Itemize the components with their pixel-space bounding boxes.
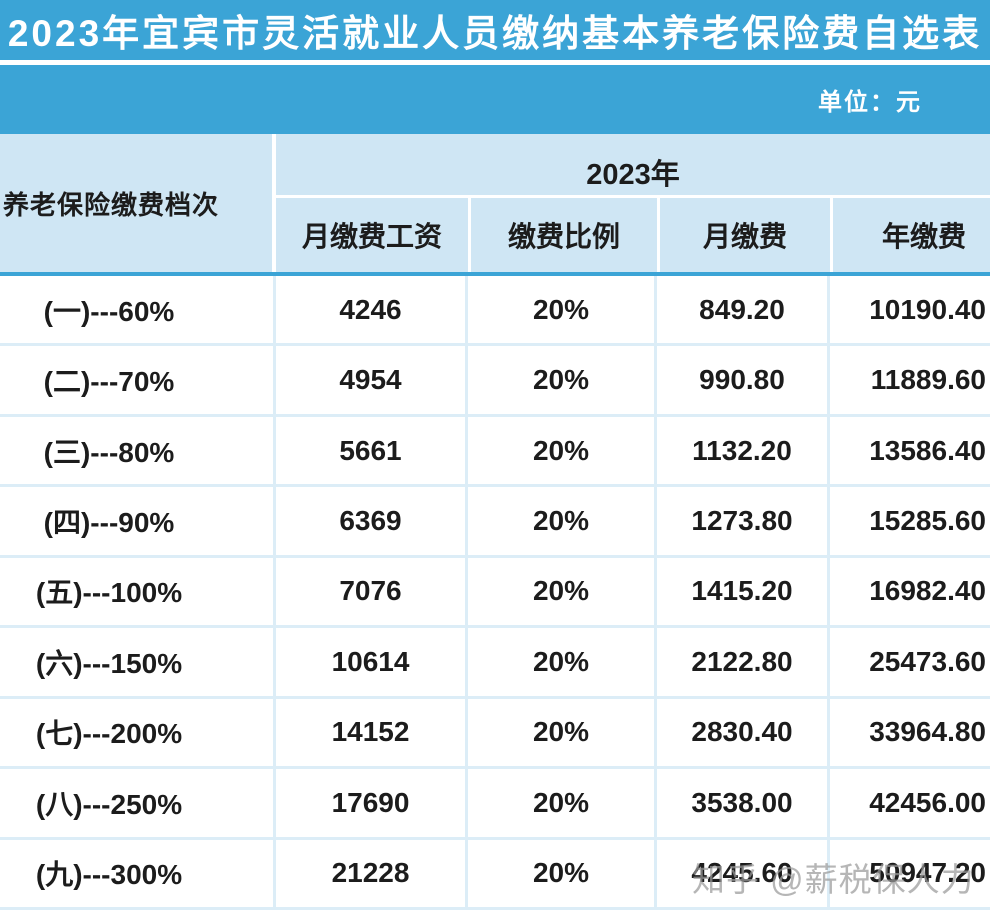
monthly-salary-cell: 4954: [276, 346, 468, 414]
monthly-payment-cell: 849.20: [657, 276, 830, 344]
tier-cell: (四)---90%: [0, 487, 276, 555]
monthly-payment-cell: 1273.80: [657, 487, 830, 555]
yearly-payment-cell: 13586.40: [869, 434, 986, 466]
column-header-monthly-salary: 月缴费工资: [301, 221, 442, 252]
monthly-salary-cell: 17690: [276, 769, 468, 837]
rate-cell: 20%: [468, 628, 657, 696]
tier-column-header: 养老保险缴费档次: [0, 134, 276, 272]
table-row: (四)---90% 6369 20% 1273.80 15285.60: [0, 487, 990, 558]
yearly-payment-cell: 16982.40: [869, 575, 986, 607]
rate-cell: 20%: [468, 416, 657, 485]
yearly-payment-cell: 25473.60: [869, 645, 986, 677]
table-row: (三)---80% 5661 20% 1132.20 13586.40: [0, 416, 990, 488]
monthly-salary-cell: 6369: [276, 487, 468, 555]
monthly-payment-cell: 2830.40: [657, 698, 830, 767]
rate-cell: 20%: [468, 557, 657, 626]
column-header-rate: 缴费比例: [468, 198, 657, 272]
yearly-payment-cell: 15285.60: [869, 505, 986, 537]
tier-cell: (二)---70%: [0, 346, 276, 414]
unit-band: 单位：元: [0, 65, 990, 134]
rate-cell: 20%: [468, 769, 657, 837]
year-header-group: 2023年 月缴费工资 缴费比例 月缴费 年缴费: [276, 134, 990, 272]
tier-cell: (一)---60%: [0, 276, 276, 344]
monthly-payment-cell: 1132.20: [657, 416, 830, 485]
tier-cell: (五)---100%: [0, 557, 276, 626]
yearly-payment-cell: 33964.80: [869, 716, 986, 748]
monthly-payment-cell: 990.80: [657, 346, 830, 414]
table-row: (五)---100% 7076 20% 1415.20 16982.40: [0, 557, 990, 629]
tier-cell: (九)---300%: [0, 839, 276, 907]
table-row: (七)---200% 14152 20% 2830.40 33964.80: [0, 698, 990, 770]
table-row: (八)---250% 17690 20% 3538.00 42456.00: [0, 769, 990, 840]
monthly-salary-cell: 4246: [276, 276, 468, 344]
tier-cell: (八)---250%: [0, 769, 276, 837]
table-body: (一)---60% 4246 20% 849.20 10190.40 (二)--…: [0, 276, 990, 910]
rate-cell: 20%: [468, 276, 657, 344]
monthly-salary-cell: 10614: [276, 628, 468, 696]
title-bar: 2023年宜宾市灵活就业人员缴纳基本养老保险费自选表: [0, 0, 990, 60]
column-header-monthly-payment: 月缴费: [657, 198, 830, 272]
table-row: (六)---150% 10614 20% 2122.80 25473.60: [0, 628, 990, 699]
sub-header-row: 月缴费工资 缴费比例 月缴费 年缴费: [276, 198, 990, 272]
table-row: (一)---60% 4246 20% 849.20 10190.40: [0, 276, 990, 347]
monthly-payment-cell: 2122.80: [657, 628, 830, 696]
yearly-payment-cell: 11889.60: [870, 364, 986, 396]
yearly-payment-cell: 42456.00: [869, 786, 986, 818]
column-header-yearly-payment: 年缴费: [830, 198, 990, 272]
monthly-salary-cell: 5661: [276, 416, 468, 485]
page-title: 2023年宜宾市灵活就业人员缴纳基本养老保险费自选表: [7, 13, 983, 54]
monthly-payment-cell: 3538.00: [657, 769, 830, 837]
tier-cell: (七)---200%: [0, 698, 276, 767]
unit-label: 单位：元: [818, 89, 922, 116]
title-divider: [0, 60, 990, 65]
rate-cell: 20%: [468, 698, 657, 767]
yearly-payment-cell: 50947.20: [869, 857, 986, 889]
rate-cell: 20%: [468, 839, 657, 907]
monthly-payment-cell: 4245.60: [657, 839, 830, 907]
rate-cell: 20%: [468, 346, 657, 414]
monthly-payment-cell: 1415.20: [657, 557, 830, 626]
table-header: 养老保险缴费档次 2023年 月缴费工资 缴费比例 月缴费 年缴费: [0, 134, 990, 276]
tier-cell: (三)---80%: [0, 416, 276, 485]
monthly-salary-cell: 14152: [276, 698, 468, 767]
rate-cell: 20%: [468, 487, 657, 555]
tier-cell: (六)---150%: [0, 628, 276, 696]
year-header: 2023年: [276, 134, 990, 198]
monthly-salary-cell: 7076: [276, 557, 468, 626]
table-row: (九)---300% 21228 20% 4245.60 50947.20: [0, 839, 990, 910]
yearly-payment-cell: 10190.40: [869, 293, 986, 325]
table-row: (二)---70% 4954 20% 990.80 11889.60: [0, 346, 990, 417]
monthly-salary-cell: 21228: [276, 839, 468, 907]
